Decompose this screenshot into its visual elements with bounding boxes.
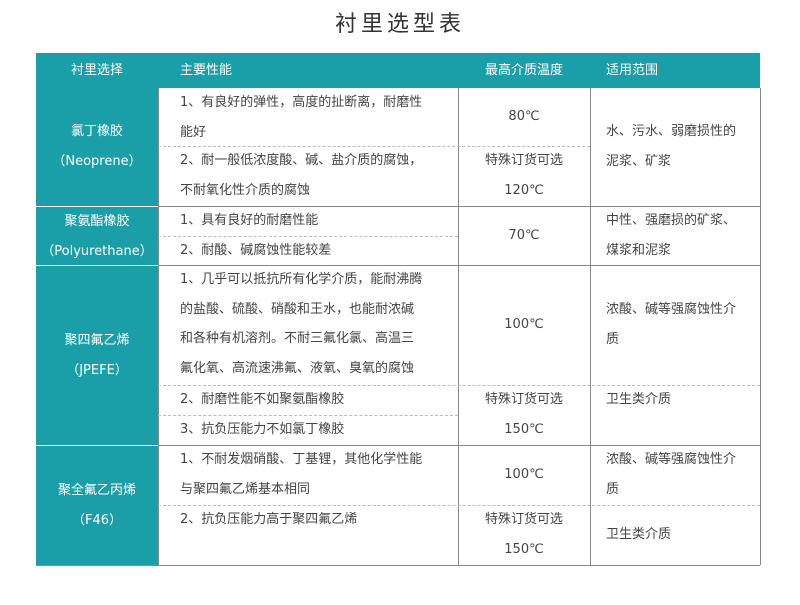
text-line: 中性、强磨损的矿浆、 [606, 213, 737, 228]
table-header [36, 53, 760, 88]
temperature-option: 特殊订货可选 150℃ [458, 385, 590, 444]
header-temperature: 最高介质温度 [484, 63, 563, 78]
temperature-value: 70℃ [508, 228, 540, 243]
text-line: 150℃ [504, 541, 544, 557]
performance-item: 1、几乎可以抵抗所有化学介质，能耐沸腾 的盐酸、硫酸、硝酸和王水，也能耐浓碱 和… [180, 265, 422, 383]
scope-text: 浓酸、碱等强腐蚀性介 质 [606, 445, 736, 504]
page-title: 衬里选型表 [334, 12, 465, 37]
temperature-value: 100℃ [504, 317, 544, 332]
performance-item: 1、不耐发烟硝酸、丁基锂，其他化学性能 与聚四氟乙烯基本相同 [180, 445, 422, 504]
lining-name: 氯丁橡胶 [70, 124, 123, 139]
divider [158, 88, 159, 565]
divider [158, 265, 760, 266]
performance-item: 2、耐一般低浓度酸、碱、盐介质的腐蚀， 不耐氧化性介质的腐蚀 [180, 146, 422, 205]
text-line: 特殊订货可选 [484, 392, 563, 407]
scope-text: 中性、强磨损的矿浆、 煤浆和泥浆 [606, 206, 736, 265]
temperature-value: 100℃ [504, 467, 544, 482]
lining-name-en: （Polyurethane） [41, 243, 153, 259]
dashed-divider [158, 415, 458, 416]
performance-item: 2、耐酸、碱腐蚀性能较差 [180, 243, 332, 258]
header-performance: 主要性能 [180, 63, 233, 78]
scope-text: 卫生类介质 [606, 527, 672, 542]
lining-name: 聚全氟乙丙烯 [57, 483, 136, 498]
dashed-divider [158, 146, 590, 147]
text-line: 1、几乎可以抵抗所有化学介质，能耐沸腾 [180, 272, 423, 287]
row-label-jpefe: 聚四氟乙烯 （JPEFE） [36, 265, 158, 446]
divider [158, 445, 760, 446]
performance-item: 2、耐磨性能不如聚氨酯橡胶 [180, 392, 345, 407]
text-line: 150℃ [504, 421, 544, 437]
row-label-f46: 聚全氟乙丙烯 （F46） [36, 445, 158, 566]
divider [36, 565, 760, 566]
dashed-divider [158, 505, 760, 506]
performance-item: 1、有良好的弹性，高度的扯断离，耐磨性 能好 [180, 88, 422, 147]
text-line: 的盐酸、硫酸、硝酸和王水，也能耐浓碱 [180, 301, 415, 317]
text-line: 特殊订货可选 [484, 512, 563, 527]
text-line: 1、不耐发烟硝酸、丁基锂，其他化学性能 [180, 452, 423, 467]
header-lining: 衬里选择 [70, 63, 123, 78]
text-line: 氟化氧、高流速沸氟、液氧、臭氧的腐蚀 [180, 360, 415, 376]
temperature-option: 特殊订货可选 150℃ [458, 505, 590, 564]
text-line: 水、污水、弱磨损性的 [606, 124, 737, 139]
lining-name: 聚氨酯橡胶 [64, 213, 130, 229]
row-label-polyurethane: 聚氨酯橡胶 （Polyurethane） [36, 206, 158, 266]
scope-text: 水、污水、弱磨损性的 泥浆、矿浆 [606, 117, 736, 176]
scope-text: 浓酸、碱等强腐蚀性介 质 [606, 295, 736, 354]
text-line: 能好 [180, 124, 207, 140]
text-line: 1、有良好的弹性，高度的扯断离，耐磨性 [180, 95, 423, 110]
text-line: 不耐氧化性介质的腐蚀 [180, 182, 311, 198]
divider [458, 88, 459, 565]
performance-item: 2、抗负压能力高于聚四氟乙烯 [180, 512, 358, 527]
text-line: 120℃ [504, 182, 544, 198]
dashed-divider [158, 385, 760, 386]
text-line: 质 [606, 481, 620, 497]
text-line: 浓酸、碱等强腐蚀性介 [606, 302, 737, 317]
text-line: 特殊订货可选 [484, 153, 563, 168]
divider [760, 88, 761, 565]
text-line: 2、耐一般低浓度酸、碱、盐介质的腐蚀， [180, 153, 423, 168]
header-scope: 适用范围 [606, 63, 659, 78]
scope-text: 卫生类介质 [606, 392, 672, 407]
row-label-neoprene: 氯丁橡胶 （Neoprene） [36, 88, 158, 206]
text-line: 和各种有机溶剂。不耐三氟化氯、高温三 [180, 331, 415, 346]
divider [158, 206, 760, 207]
text-line: 与聚四氟乙烯基本相同 [180, 481, 311, 497]
dashed-divider [158, 236, 458, 237]
performance-item: 1、具有良好的耐磨性能 [180, 213, 319, 228]
divider [590, 88, 591, 565]
text-line: 煤浆和泥浆 [606, 242, 672, 258]
text-line: 泥浆、矿浆 [606, 153, 672, 169]
temperature-value: 80℃ [508, 109, 540, 124]
lining-name-en: （JPEFE） [66, 363, 128, 378]
lining-name-en: （F46） [71, 513, 123, 528]
text-line: 质 [606, 331, 620, 347]
lining-name: 聚四氟乙烯 [64, 333, 130, 348]
lining-name-en: （Neoprene） [52, 154, 142, 169]
performance-item: 3、抗负压能力不如氯丁橡胶 [180, 422, 345, 437]
temperature-option: 特殊订货可选 120℃ [458, 146, 590, 205]
text-line: 浓酸、碱等强腐蚀性介 [606, 452, 737, 467]
